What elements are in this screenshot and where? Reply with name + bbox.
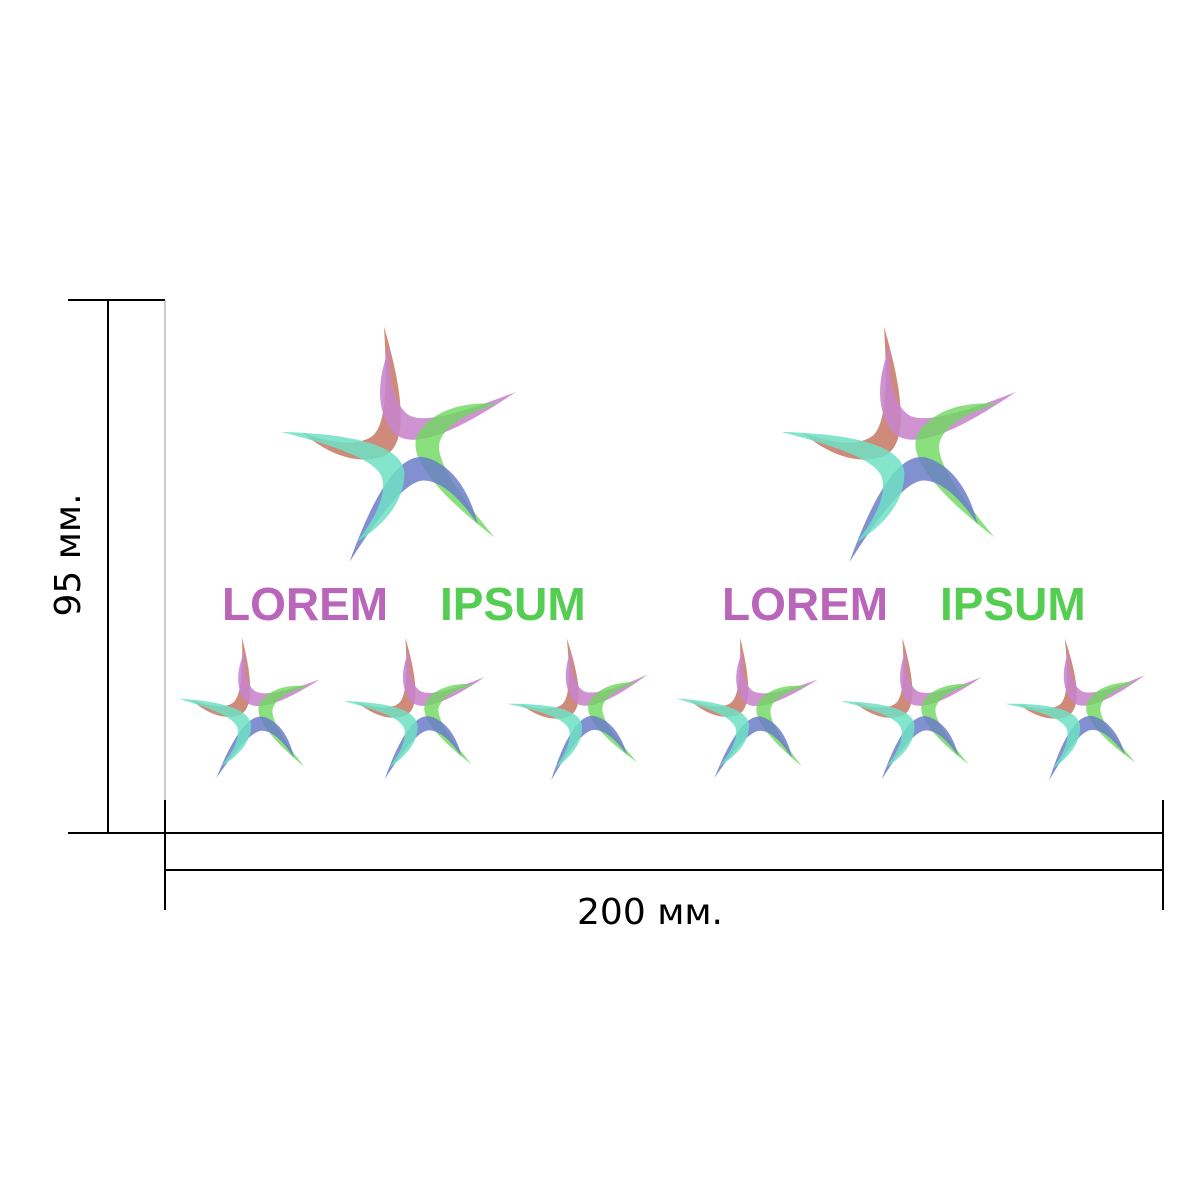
width-label: 200 мм. bbox=[577, 892, 723, 933]
star-small bbox=[655, 625, 849, 813]
word: IPSUM bbox=[440, 578, 586, 630]
star-small bbox=[320, 623, 520, 817]
logo: LOREM IPSUM bbox=[722, 301, 1086, 630]
logo: LOREM IPSUM bbox=[222, 301, 586, 630]
word: LOREM bbox=[722, 578, 888, 630]
word: LOREM bbox=[222, 578, 388, 630]
star-large bbox=[742, 301, 1075, 625]
star-small bbox=[817, 623, 1017, 817]
small-stars bbox=[157, 620, 1185, 820]
star-large bbox=[242, 301, 575, 625]
height-label: 95 мм. bbox=[48, 493, 89, 616]
star-small bbox=[157, 625, 351, 813]
star-small bbox=[980, 620, 1185, 820]
star-small bbox=[482, 620, 687, 820]
word: IPSUM bbox=[940, 578, 1086, 630]
dimension-lines bbox=[68, 299, 1164, 910]
